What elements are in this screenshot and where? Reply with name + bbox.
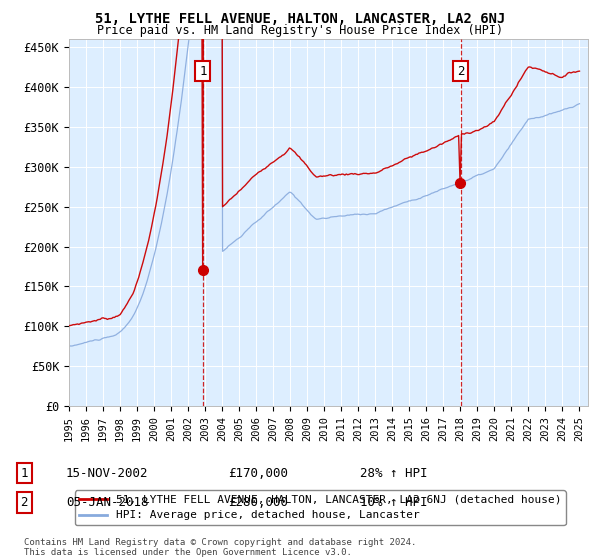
Text: 05-JAN-2018: 05-JAN-2018: [66, 496, 149, 509]
Text: Price paid vs. HM Land Registry's House Price Index (HPI): Price paid vs. HM Land Registry's House …: [97, 24, 503, 37]
Text: 1: 1: [20, 466, 28, 480]
Text: £280,000: £280,000: [228, 496, 288, 509]
Text: 51, LYTHE FELL AVENUE, HALTON, LANCASTER, LA2 6NJ: 51, LYTHE FELL AVENUE, HALTON, LANCASTER…: [95, 12, 505, 26]
Text: Contains HM Land Registry data © Crown copyright and database right 2024.
This d: Contains HM Land Registry data © Crown c…: [24, 538, 416, 557]
Text: 1: 1: [199, 64, 206, 78]
Text: 10% ↑ HPI: 10% ↑ HPI: [360, 496, 427, 509]
Text: 28% ↑ HPI: 28% ↑ HPI: [360, 466, 427, 480]
Text: 15-NOV-2002: 15-NOV-2002: [66, 466, 149, 480]
Text: 2: 2: [20, 496, 28, 509]
Text: £170,000: £170,000: [228, 466, 288, 480]
Bar: [203, 39, 588, 406]
Text: 2: 2: [457, 64, 464, 78]
Legend: 51, LYTHE FELL AVENUE, HALTON, LANCASTER, LA2 6NJ (detached house), HPI: Average: 51, LYTHE FELL AVENUE, HALTON, LANCASTER…: [74, 491, 566, 525]
